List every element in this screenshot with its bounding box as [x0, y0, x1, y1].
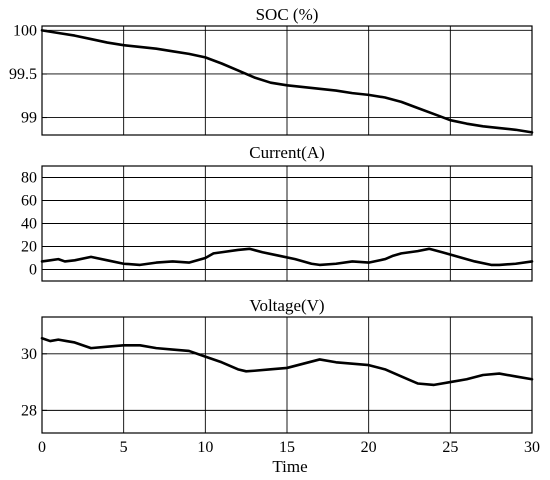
- current-plot-frame: [41, 165, 533, 282]
- voltage-xtick-label: 10: [197, 439, 213, 456]
- voltage-series-line: [40, 336, 534, 387]
- voltage-plot-frame: [41, 316, 533, 434]
- current-ytick-label: 0: [29, 262, 37, 279]
- voltage-ytick-label: 28: [21, 402, 37, 419]
- current-ytick-label: 60: [21, 193, 37, 210]
- current-panel: Current(A) 0 20 40 60 80: [21, 143, 534, 282]
- current-ytick-label: 20: [21, 239, 37, 256]
- voltage-xtick-label: 30: [524, 439, 540, 456]
- current-series-line: [40, 247, 534, 267]
- voltage-ytick-label: 30: [21, 346, 37, 363]
- voltage-xlabel: Time: [272, 457, 307, 476]
- current-ytick-label: 80: [21, 170, 37, 187]
- soc-plot-frame: [41, 25, 533, 136]
- panels: SOC (%)9999.5100Current(A)020406080Volta…: [9, 5, 540, 476]
- voltage-xtick-label: 0: [38, 439, 46, 456]
- voltage-title: Voltage(V): [249, 296, 324, 315]
- soc-ytick-label: 100: [13, 22, 37, 39]
- voltage-panel: Voltage(V) 28 30 0 5 10 15 20 25 30 Time: [21, 296, 540, 476]
- soc-title: SOC (%): [256, 5, 319, 24]
- voltage-xtick-label: 20: [361, 439, 377, 456]
- soc-ytick-label: 99: [21, 110, 37, 127]
- voltage-xtick-label: 5: [120, 439, 128, 456]
- soc-ytick-label: 99.5: [9, 66, 37, 83]
- soc-series-line: [40, 29, 534, 134]
- current-ytick-label: 40: [21, 216, 37, 233]
- soc-panel: SOC (%) 99 99.5 100: [9, 5, 534, 136]
- current-title: Current(A): [249, 143, 325, 162]
- voltage-xtick-label: 25: [442, 439, 458, 456]
- voltage-xtick-label: 15: [279, 439, 295, 456]
